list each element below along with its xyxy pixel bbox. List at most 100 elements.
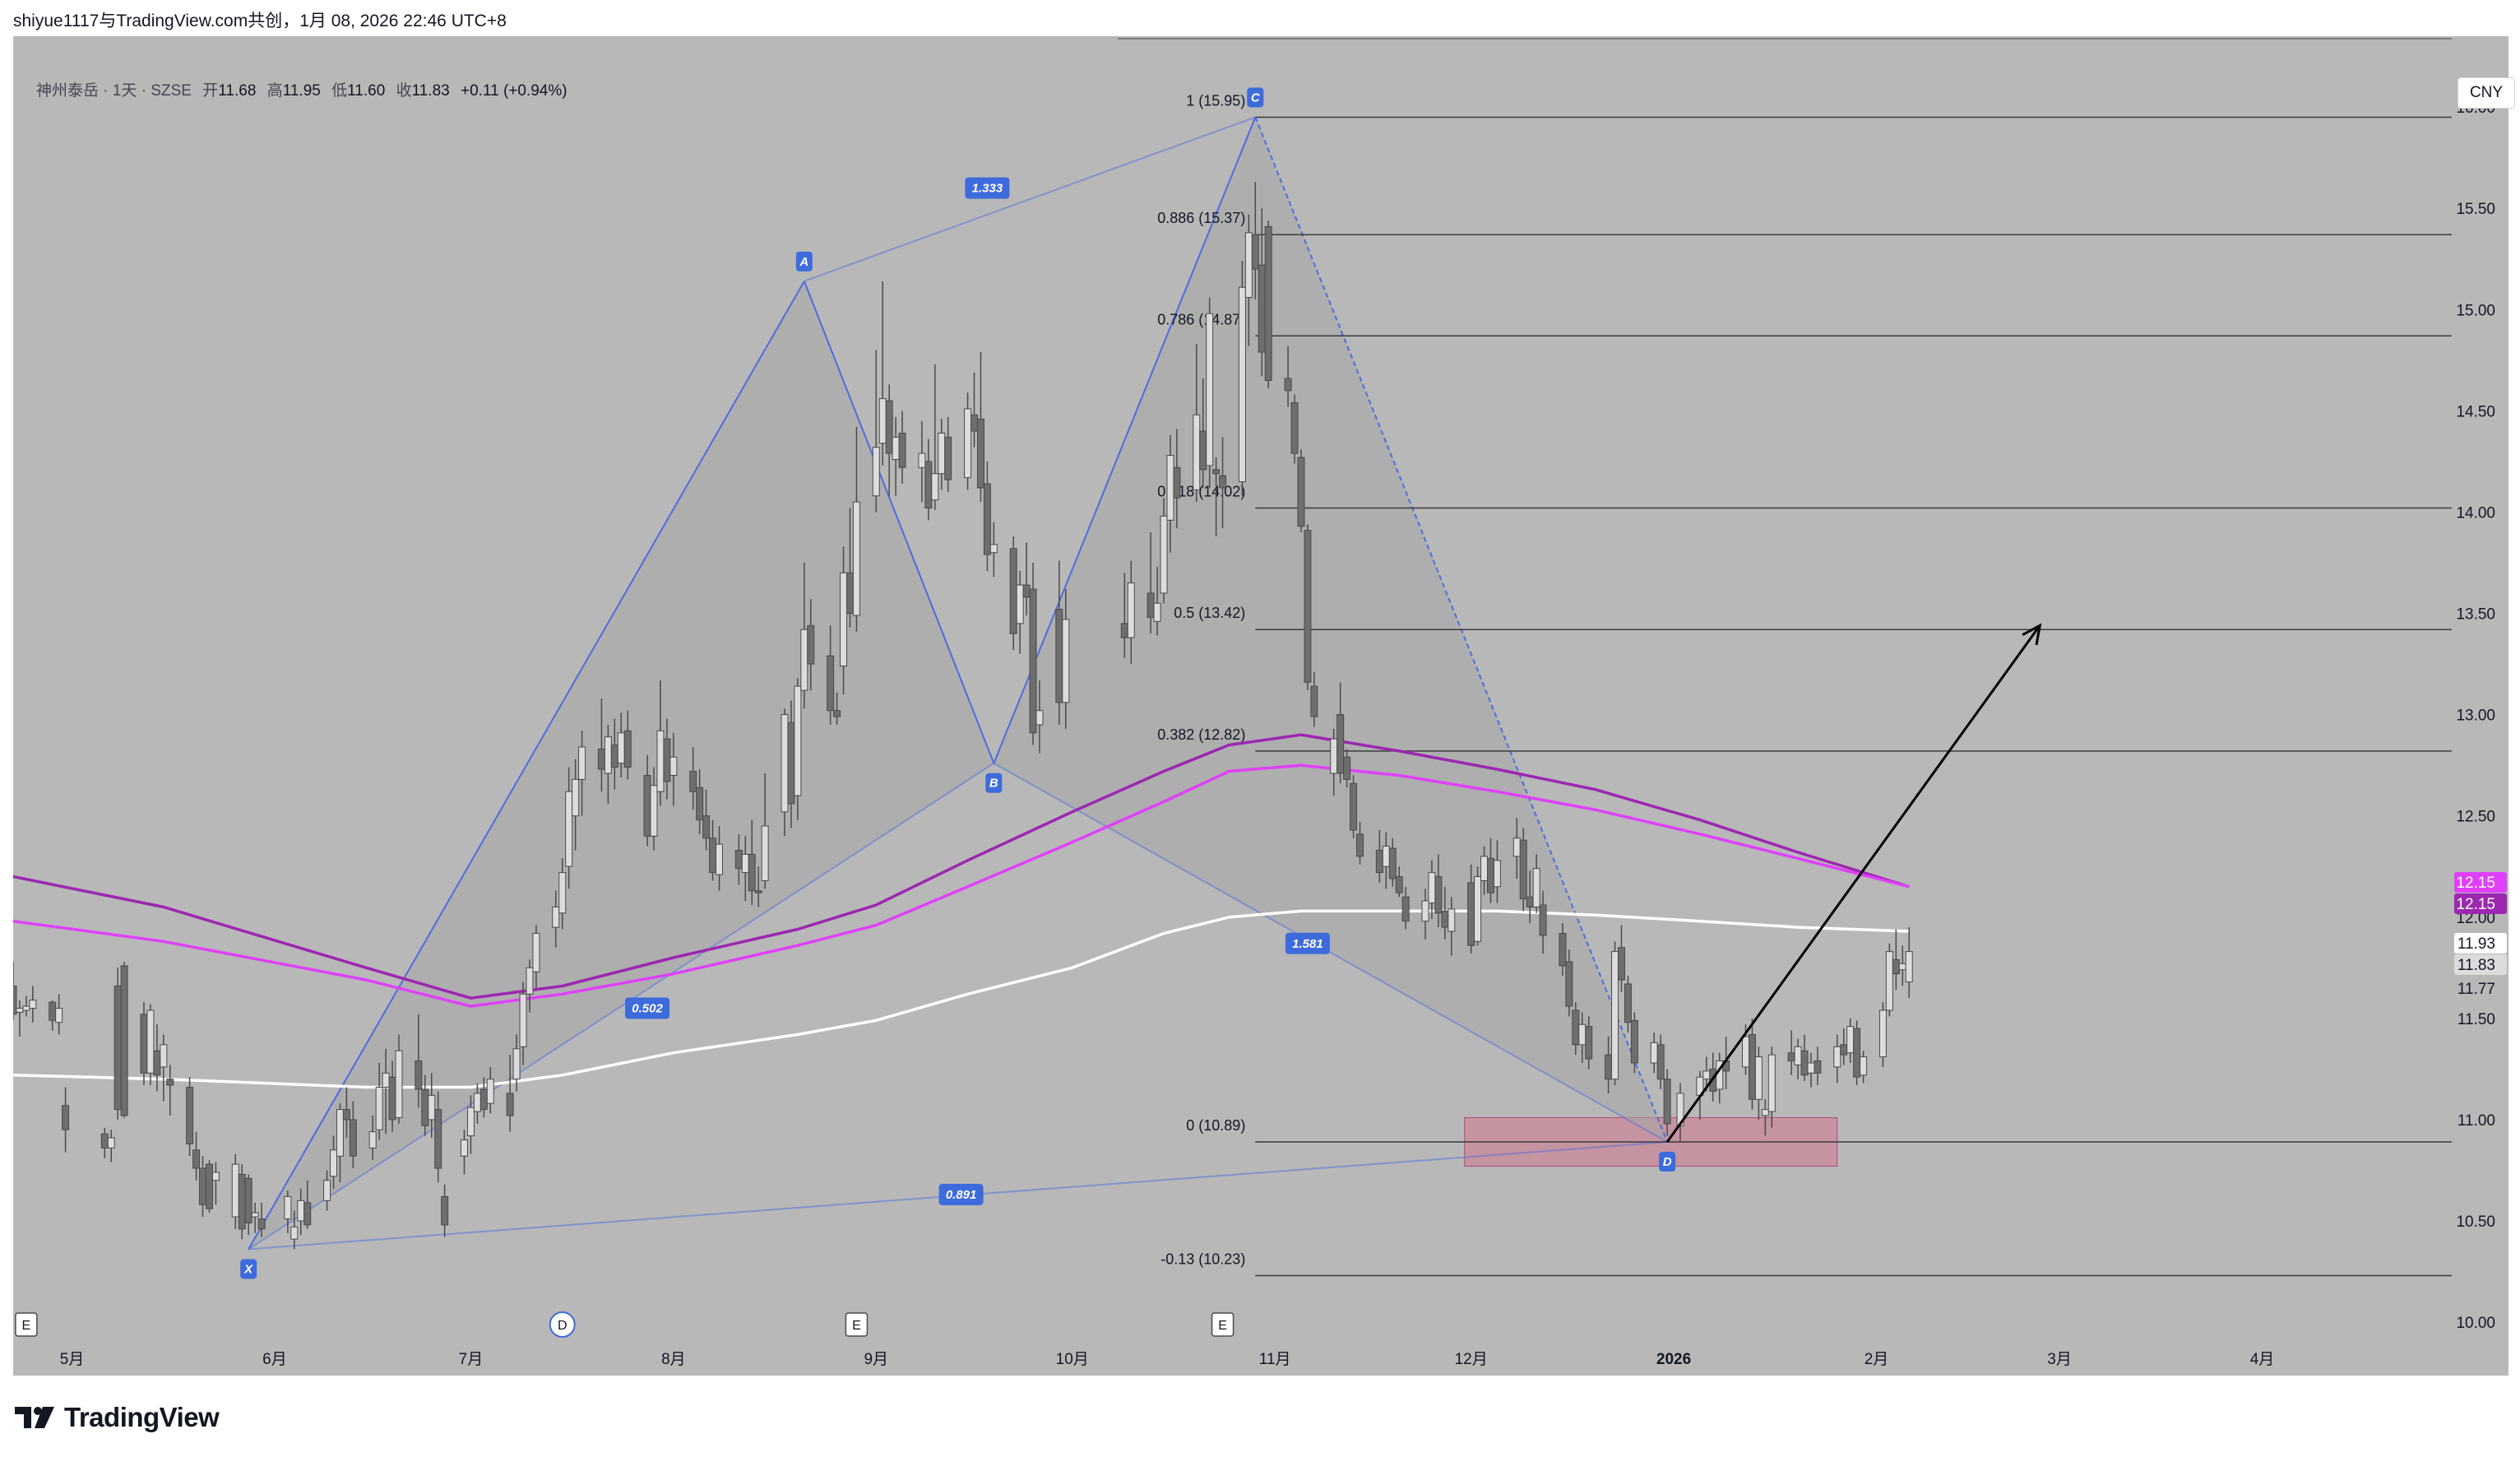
candle-body [1382,846,1390,867]
candle-body [918,452,926,468]
x-axis-tick-label: 12月 [1455,1351,1488,1368]
candle [1343,749,1351,788]
candle [526,959,534,1013]
candle [1814,1046,1822,1086]
candle [1310,671,1318,727]
candle-body [1814,1060,1822,1074]
candle-body [506,1093,514,1116]
pattern-point-label: B [989,777,998,791]
candle-body [257,1218,266,1230]
candle-body [231,1163,239,1218]
event-marker-label: E [22,1319,31,1333]
candle-body [1898,963,1906,971]
tradingview-logo-icon [15,1407,54,1428]
candle [1833,1034,1841,1083]
price-tag: 11.83 [2454,954,2507,975]
candle [1474,866,1482,946]
candle [1264,220,1272,389]
fib-level-label: 0.786 (14.87) [1157,311,1245,327]
y-axis-tick-label: 14.50 [2456,403,2495,420]
candle-body [1284,378,1292,392]
candle [578,731,586,816]
candle-body [565,791,573,867]
pattern-point-b: B [985,773,1003,793]
candle-body [1120,623,1128,638]
pattern-point-label: C [1251,90,1261,104]
dividend-marker[interactable]: D [549,1311,576,1338]
candle-body [323,1180,331,1201]
symbol-legend: 神州泰岳 · 1天 · SZSE 开11.68 高11.95 低11.60 收1… [36,81,567,102]
candle-body [1127,582,1135,638]
candle [833,692,841,725]
candle-body [1356,833,1364,857]
candle-body [781,714,789,813]
candle-body [1860,1056,1868,1076]
currency-button[interactable]: CNY [2457,77,2515,109]
symbol-title[interactable]: 神州泰岳 · 1天 · SZSE [36,82,192,100]
candle-body [1892,958,1900,975]
candle-body [794,685,802,796]
candle-body [1388,847,1397,879]
candle [696,769,704,834]
candle-body [1238,286,1246,483]
x-axis-tick-label: 2月 [1865,1351,1889,1368]
tradingview-brand[interactable]: TradingView [15,1400,220,1435]
candle [13,961,17,1021]
candle [898,411,906,484]
candle [715,826,723,891]
candle [1885,943,1893,1017]
candle-body [1617,947,1625,981]
price-chart[interactable]: 1 (15.95)0.886 (15.37)0.786 (14.87)0.618… [13,36,2508,1376]
candle [1336,682,1345,784]
earnings-icon [1211,1312,1235,1337]
candle [669,732,678,806]
candle-body [153,1050,161,1076]
candle [512,1034,521,1092]
candle [1532,854,1540,913]
x-axis-tick-label: 6月 [262,1351,287,1368]
candle-body [375,1087,383,1130]
candle [368,1116,377,1161]
candle [1748,1018,1756,1110]
earnings-marker[interactable]: E [15,1312,38,1337]
candle-body [1624,983,1632,1023]
candle [1565,949,1573,1017]
candle-body [558,872,567,914]
candle-body [1539,904,1547,936]
chart-area[interactable]: 1 (15.95) 0.886 (15.37) 0.786 (14.87) 0.618… [13,36,2515,1376]
candle [761,773,769,889]
candle-body [1153,602,1161,622]
fib-level-label: 1 (15.95) [1186,92,1245,109]
projection-arrow-head [2022,623,2042,646]
candle [1434,854,1443,928]
pattern-point-badge [795,251,813,271]
candle-body [604,736,612,774]
candle [1356,822,1364,865]
open-value: 11.68 [218,82,257,100]
pattern-ratio-label: 1.333 [972,182,1003,196]
y-axis-tick-label: 12.00 [2456,910,2495,927]
candle-body [643,774,651,837]
candle-body [1526,896,1534,907]
candle-body [382,1072,390,1088]
candle-body [1656,1044,1665,1080]
candle-body [1173,466,1181,499]
earnings-marker[interactable]: E [1211,1312,1235,1337]
candle [1630,1012,1638,1074]
candle [257,1202,266,1237]
price-tag: 12.15 [2454,893,2507,914]
pattern-point-badge [985,773,1003,793]
candle-body [924,461,933,509]
candle [1800,1034,1809,1082]
y-axis-tick-label: 12.50 [2456,809,2495,826]
pattern-ratio-badge [965,177,1010,199]
x-axis-tick-label: 2026 [1656,1351,1691,1368]
earnings-marker[interactable]: E [845,1312,869,1337]
pattern-point-label: X [243,1262,253,1276]
low-label: 低 [331,82,348,100]
candle [1009,536,1017,650]
candle [1617,925,1625,992]
harmonic-leg-xa [248,281,805,1250]
candle-body [885,400,893,454]
candle-body [650,785,658,837]
